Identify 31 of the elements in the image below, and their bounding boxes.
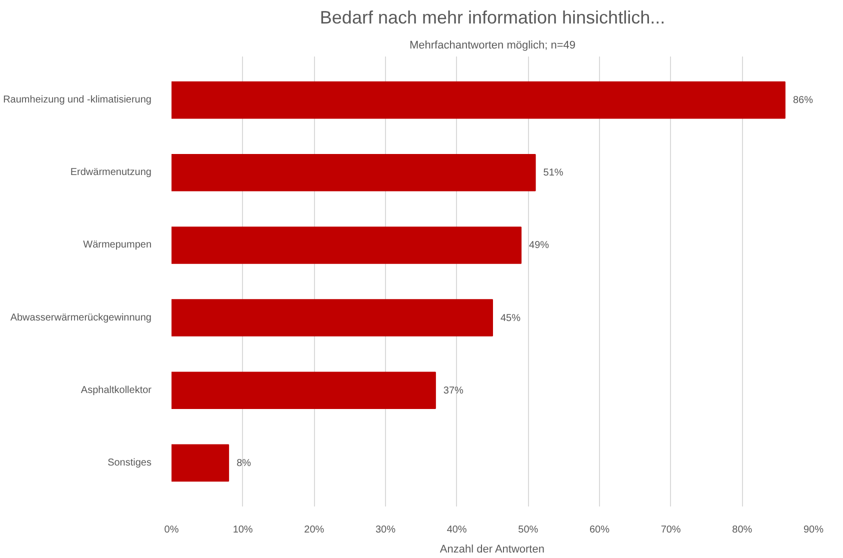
bar	[172, 299, 493, 336]
chart-subtitle: Mehrfachantworten möglich; n=49	[409, 40, 576, 52]
y-tick-label: Raumheizung und -klimatisierung	[3, 94, 152, 106]
data-label: 51%	[543, 168, 564, 179]
y-tick-label: Sonstiges	[108, 457, 152, 468]
bar	[172, 444, 230, 482]
x-tick-label: 50%	[518, 524, 538, 536]
x-tick-label: 90%	[803, 524, 824, 536]
chart-title: Bedarf nach mehr information hinsichtlich...	[320, 8, 666, 28]
y-tick-label: Abwasserwärmerückgewinnung	[10, 312, 152, 324]
bar	[172, 81, 786, 119]
x-tick-label: 0%	[164, 524, 179, 536]
x-tick-label: 20%	[304, 524, 324, 536]
data-label: 8%	[236, 458, 252, 469]
y-tick-label: Wärmepumpen	[83, 240, 152, 251]
data-label: 37%	[443, 385, 464, 396]
x-tick-label: 10%	[232, 524, 253, 536]
data-label: 49%	[529, 240, 550, 252]
data-label: 45%	[500, 312, 521, 324]
x-axis-title: Anzahl der Antworten	[440, 544, 544, 556]
x-tick-label: 30%	[375, 524, 396, 536]
data-label: 86%	[792, 95, 814, 106]
bar	[172, 372, 436, 410]
y-tick-label: Erdwärmenutzung	[70, 167, 152, 178]
x-tick-label: 60%	[589, 524, 610, 536]
x-tick-label: 70%	[660, 524, 681, 536]
bar	[172, 226, 522, 264]
x-tick-label: 40%	[446, 524, 467, 536]
x-tick-label: 80%	[732, 524, 752, 536]
y-tick-label: Asphaltkollektor	[80, 384, 152, 396]
bar	[172, 154, 536, 192]
